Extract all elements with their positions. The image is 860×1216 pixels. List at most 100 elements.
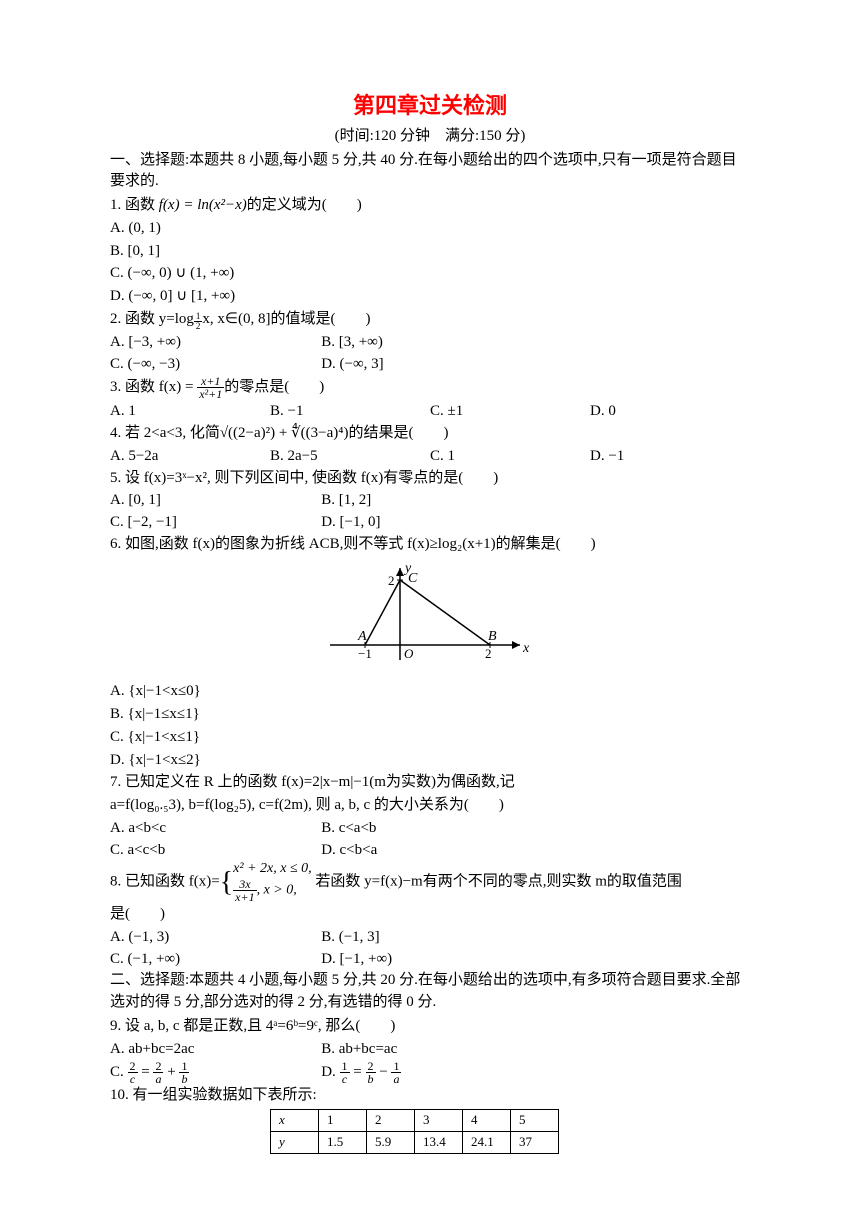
cell: y: [271, 1132, 319, 1154]
q3-opt-b: B. −1: [270, 401, 430, 423]
q9c-f1: 2c: [128, 1060, 138, 1085]
q2-row2: C. (−∞, −3) D. (−∞, 3]: [110, 354, 750, 376]
q7-stem1: 7. 已知定义在 R 上的函数 f(x)=2|x−m|−1(m为实数)为偶函数,…: [110, 772, 750, 794]
q3-pre: 3. 函数 f(x) =: [110, 379, 193, 395]
cell: 5.9: [367, 1132, 415, 1154]
q5-opt-a: A. [0, 1]: [110, 490, 321, 512]
q9c-rd: b: [179, 1073, 189, 1085]
svg-text:2: 2: [388, 573, 395, 588]
q1-opt-c: C. (−∞, 0) ∪ (1, +∞): [110, 263, 750, 285]
q4-opt-a: A. 5−2a: [110, 446, 270, 468]
q5-opt-d: D. [−1, 0]: [321, 512, 532, 534]
q8-p2-frac: 3xx+1: [233, 878, 256, 903]
q9d-pre: D.: [321, 1064, 339, 1080]
q8-p2-den: x+1: [233, 891, 256, 903]
q8-opt-b: B. (−1, 3]: [321, 927, 532, 949]
q6-opt-b: B. {x|−1≤x≤1}: [110, 704, 750, 726]
q2-post: x, x∈(0, 8]的值域是( ): [202, 311, 370, 327]
q1-stem: 1. 函数 f(x) = ln(x²−x)的定义域为( ): [110, 195, 750, 217]
svg-text:x: x: [522, 641, 530, 656]
q3-opt-a: A. 1: [110, 401, 270, 423]
q9d-rd: a: [391, 1073, 401, 1085]
q7-opt-b: B. c<a<b: [321, 818, 532, 840]
q9-opt-b: B. ab+bc=ac: [321, 1039, 532, 1061]
q9-stem: 9. 设 a, b, c 都是正数,且 4ᵃ=6ᵇ=9ᶜ, 那么( ): [110, 1016, 750, 1038]
q2-opt-d: D. (−∞, 3]: [321, 354, 532, 376]
q2-pre: 2. 函数 y=log: [110, 311, 194, 327]
cell: 1: [319, 1110, 367, 1132]
q7-opt-d: D. c<b<a: [321, 840, 532, 862]
svg-text:B: B: [488, 629, 497, 644]
q9d-f1: 1c: [340, 1060, 350, 1085]
q6-diagram: A C B O −1 2 2 x y: [110, 560, 750, 678]
q9d-f3: 1a: [391, 1060, 401, 1085]
q6-stem: 6. 如图,函数 f(x)的图象为折线 ACB,则不等式 f(x)≥log₂(x…: [110, 534, 750, 556]
q1-opt-a: A. (0, 1): [110, 218, 750, 240]
page-title: 第四章过关检测: [110, 90, 750, 122]
q6-svg: A C B O −1 2 2 x y: [320, 560, 540, 670]
section2-intro: 二、选择题:本题共 4 小题,每小题 5 分,共 20 分.在每小题给出的选项中…: [110, 970, 750, 1014]
q6-opt-c: C. {x|−1<x≤1}: [110, 727, 750, 749]
q2-opt-b: B. [3, +∞): [321, 332, 532, 354]
q2-row1: A. [−3, +∞) B. [3, +∞): [110, 332, 750, 354]
q9c-f3: 1b: [179, 1060, 189, 1085]
q2-opt-c: C. (−∞, −3): [110, 354, 321, 376]
svg-text:y: y: [403, 561, 412, 576]
cell: 4: [463, 1110, 511, 1132]
q3-post: 的零点是( ): [224, 379, 324, 395]
q9-row2: C. 2c = 2a + 1b D. 1c = 2b − 1a: [110, 1060, 750, 1085]
q9-opt-d: D. 1c = 2b − 1a: [321, 1060, 532, 1085]
cell: 1.5: [319, 1132, 367, 1154]
q8-p2-cond: , x > 0,: [257, 883, 297, 898]
q9d-minus: −: [376, 1064, 392, 1080]
q3-opts: A. 1 B. −1 C. ±1 D. 0: [110, 401, 750, 423]
q5-row1: A. [0, 1] B. [1, 2]: [110, 490, 750, 512]
q9c-eq: =: [138, 1064, 154, 1080]
q7-row2: C. a<c<b D. c<b<a: [110, 840, 750, 862]
q6-opt-d: D. {x|−1<x≤2}: [110, 750, 750, 772]
cell: 13.4: [415, 1132, 463, 1154]
q1-opt-b: B. [0, 1]: [110, 241, 750, 263]
q8-opt-d: D. [−1, +∞): [321, 949, 532, 971]
q8-end: 是( ): [110, 904, 750, 926]
q1-pre: 1. 函数: [110, 197, 159, 213]
q6-opt-a: A. {x|−1<x≤0}: [110, 681, 750, 703]
q5-row2: C. [−2, −1] D. [−1, 0]: [110, 512, 750, 534]
q2-stem: 2. 函数 y=log12x, x∈(0, 8]的值域是( ): [110, 309, 750, 331]
svg-text:−1: −1: [358, 646, 372, 661]
q8-post: 若函数 y=f(x)−m有两个不同的零点,则实数 m的取值范围: [312, 874, 682, 890]
q8-row1: A. (−1, 3) B. (−1, 3]: [110, 927, 750, 949]
cell: 37: [511, 1132, 559, 1154]
q7-opt-a: A. a<b<c: [110, 818, 321, 840]
q4-opt-b: B. 2a−5: [270, 446, 430, 468]
svg-text:2: 2: [485, 646, 492, 661]
q9c-plus: +: [163, 1064, 179, 1080]
table-row: y 1.5 5.9 13.4 24.1 37: [271, 1132, 559, 1154]
q3-frac: x+1x²+1: [197, 375, 224, 400]
q9d-md: b: [366, 1073, 376, 1085]
q9d-ld: c: [340, 1073, 350, 1085]
section1-intro: 一、选择题:本题共 8 小题,每小题 5 分,共 40 分.在每小题给出的四个选…: [110, 150, 750, 194]
q8-opt-a: A. (−1, 3): [110, 927, 321, 949]
q10-stem: 10. 有一组实验数据如下表所示:: [110, 1085, 750, 1107]
q2-opt-a: A. [−3, +∞): [110, 332, 321, 354]
q3-den: x²+1: [197, 388, 224, 400]
q10-table: x 1 2 3 4 5 y 1.5 5.9 13.4 24.1 37: [270, 1109, 559, 1154]
q8-p1: x² + 2x, x ≤ 0,: [233, 861, 311, 876]
q7-opt-c: C. a<c<b: [110, 840, 321, 862]
q5-opt-c: C. [−2, −1]: [110, 512, 321, 534]
q1-opt-d: D. (−∞, 0] ∪ [1, +∞): [110, 286, 750, 308]
table-row: x 1 2 3 4 5: [271, 1110, 559, 1132]
q1-fn: f(x) = ln(x²−x): [159, 197, 247, 213]
q8-pieces: x² + 2x, x ≤ 0, 3xx+1, x > 0,: [233, 861, 311, 903]
svg-text:A: A: [357, 629, 367, 644]
q7-row1: A. a<b<c B. c<a<b: [110, 818, 750, 840]
cell: x: [271, 1110, 319, 1132]
q4-opt-c: C. 1: [430, 446, 590, 468]
q8-pre: 8. 已知函数 f(x)=: [110, 874, 220, 890]
svg-text:O: O: [404, 646, 414, 661]
q8-brace: {: [220, 870, 233, 895]
q8-row2: C. (−1, +∞) D. [−1, +∞): [110, 949, 750, 971]
q5-opt-b: B. [1, 2]: [321, 490, 532, 512]
q9c-md: a: [153, 1073, 163, 1085]
